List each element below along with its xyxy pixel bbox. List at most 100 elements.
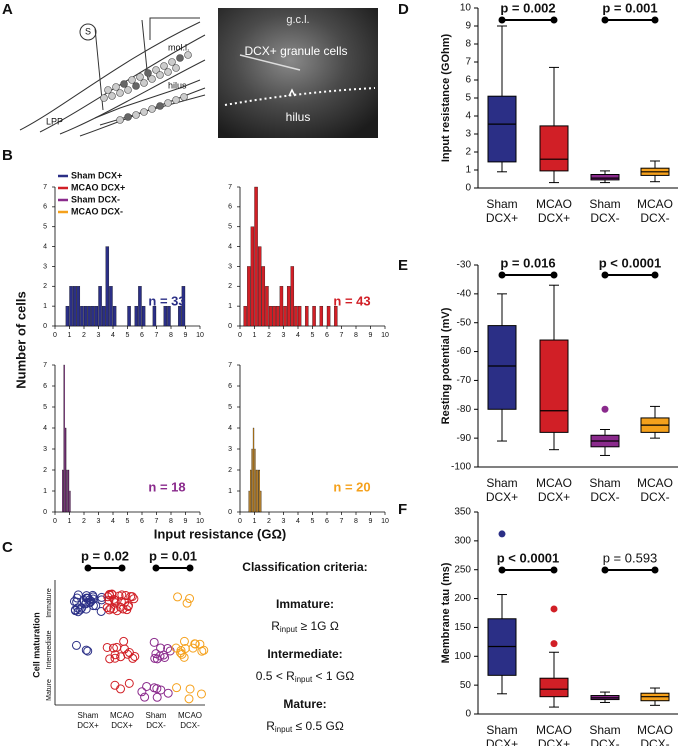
cell-dot	[91, 601, 101, 611]
x-tick-label: 5	[126, 332, 130, 339]
cell-dot	[163, 688, 173, 698]
dot-cluster	[102, 636, 140, 664]
rule-subscript: input	[295, 675, 313, 684]
legend-label: Sham DCX+	[71, 170, 122, 180]
histogram-bar	[141, 305, 146, 327]
cell-dot	[172, 683, 182, 693]
cell-dot	[124, 678, 134, 688]
y-tick-label: 8	[465, 39, 471, 50]
histogram-bar	[83, 305, 88, 327]
y-tick-label: 2	[43, 283, 47, 290]
y-tick-label: 0	[228, 323, 232, 330]
x-tick-label: MCAO	[637, 197, 673, 211]
x-axis-label: Input resistance (GΩ)	[154, 526, 287, 541]
y-tick-label: 5	[43, 224, 47, 231]
x-tick-label: DCX-	[146, 721, 166, 730]
histogram-bar	[334, 305, 338, 327]
comparison-end	[550, 566, 558, 574]
dot-cluster	[110, 678, 134, 694]
criteria-rule: Rinput ≥ 1G Ω	[271, 619, 339, 634]
cell-dot	[185, 594, 195, 604]
histogram-bar	[276, 305, 280, 327]
x-tick-label: Sham	[486, 723, 517, 737]
y-tick-label: -50	[457, 317, 472, 328]
cell-bodies	[100, 51, 192, 124]
lpp-label: LPP	[46, 116, 63, 126]
histogram-bar	[255, 469, 258, 513]
x-tick-label: DCX+	[486, 211, 518, 225]
cell-dot	[179, 652, 189, 662]
x-tick-label: DCX-	[640, 211, 669, 225]
rule-part: 0.5 < R	[256, 669, 295, 683]
histogram-bar	[251, 448, 253, 513]
panel-label: C	[2, 539, 13, 556]
x-tick-label: DCX+	[538, 490, 570, 504]
legend-label: Sham DCX-	[71, 194, 120, 204]
x-tick-label: 1	[253, 332, 257, 339]
rule-part: < 1 GΩ	[312, 669, 354, 683]
x-tick-label: 6	[140, 332, 144, 339]
cell-dot	[126, 591, 136, 601]
x-tick-label: DCX+	[486, 490, 518, 504]
histogram-bar	[254, 186, 258, 327]
comparison-end	[601, 16, 609, 24]
comparison-end	[118, 564, 126, 572]
x-tick-label: 6	[325, 332, 329, 339]
x-tick-label: MCAO	[178, 711, 202, 720]
cell-dot	[71, 640, 81, 650]
comparison-end	[186, 564, 194, 572]
cell-dot	[137, 687, 147, 697]
histogram-bar	[326, 305, 331, 327]
histogram-bar	[67, 469, 70, 513]
histogram-bar	[249, 469, 252, 513]
x-tick-label: Sham	[589, 197, 620, 211]
p-value: p = 0.016	[500, 255, 555, 270]
histogram-bar	[138, 286, 142, 327]
y-tick-label: 200	[454, 593, 471, 604]
cell-dot	[195, 639, 205, 649]
histogram-bar	[250, 226, 255, 327]
panel-label: D	[398, 1, 409, 18]
histogram-bar	[268, 305, 273, 327]
histogram-bar	[91, 305, 95, 327]
cell-dot	[122, 605, 132, 615]
x-tick-label: 1	[68, 332, 72, 339]
histogram-bar	[87, 305, 91, 327]
criteria-rule: 0.5 < Rinput < 1 GΩ	[256, 669, 354, 684]
y-tick-label: 1	[43, 303, 47, 310]
x-tick-label: MCAO	[536, 723, 572, 737]
histogram-bar	[72, 286, 77, 327]
y-tick-label: 300	[454, 535, 471, 546]
x-tick-label: 8	[169, 332, 173, 339]
image-label: hilus	[286, 110, 311, 124]
y-tick-label: 3	[465, 129, 471, 140]
cell-dot	[116, 596, 126, 606]
outlier	[498, 530, 506, 538]
x-tick-label: 2	[82, 518, 86, 525]
y-tick-label: 2	[43, 467, 47, 474]
histogram-bar	[152, 305, 157, 327]
cell-dot	[69, 596, 79, 606]
arrowhead	[288, 88, 296, 97]
histogram-bar	[181, 286, 186, 327]
histogram-bar	[297, 305, 302, 327]
histogram-bar	[163, 305, 168, 327]
y-axis-label: Input resistance (GOhm)	[440, 33, 452, 162]
x-tick-label: 8	[354, 518, 358, 525]
y-tick-label: 4	[465, 111, 471, 122]
histogram-bar	[260, 490, 262, 513]
comparison-end	[498, 566, 506, 574]
p-value: p < 0.0001	[497, 550, 560, 565]
cell-dot	[171, 643, 181, 653]
x-tick-label: 10	[381, 518, 389, 525]
histogram-bar	[127, 305, 131, 327]
cell-dot	[110, 680, 120, 690]
y-tick-label: 7	[465, 57, 471, 68]
histogram-bar	[312, 305, 316, 327]
x-tick-label: DCX-	[640, 490, 669, 504]
y-tick-label: 6	[465, 75, 471, 86]
y-tick-label: 0	[43, 323, 47, 330]
y-tick-label: 1	[43, 488, 47, 495]
histogram-bar	[65, 427, 67, 513]
y-tick-label: 1	[465, 165, 471, 176]
